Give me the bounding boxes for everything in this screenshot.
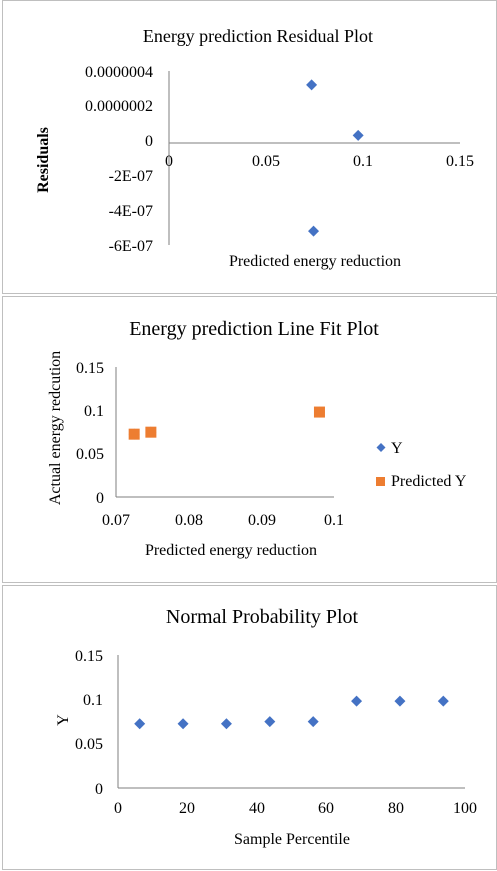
residual-plot-title: Energy prediction Residual Plot [143,26,373,46]
line-fit-plot: Energy prediction Line Fit Plot Predicte… [47,318,467,559]
data-point [308,225,320,237]
data-point [220,718,232,730]
normal-probability-plot-ylabel: Y [55,714,72,726]
x-tick-label: 60 [318,800,334,817]
residual-plot-x-tick-labels: 0 0.05 0.1 0.15 [165,153,474,170]
data-point [394,695,406,707]
data-point [145,426,157,438]
y-tick-label: 0.1 [83,692,103,709]
line-fit-plot-title: Energy prediction Line Fit Plot [129,318,379,340]
x-tick-label: 40 [249,800,265,817]
line-fit-plot-y-tick-labels: 0.15 0.1 0.05 0 [76,360,104,507]
x-tick-label: 0.1 [353,153,373,170]
normal-probability-plot-markers [134,695,449,730]
line-fit-plot-markers [128,406,325,440]
data-point [306,79,318,91]
normal-probability-plot: Normal Probability Plot Sample Percentil… [55,606,477,848]
x-tick-label: 0.15 [446,153,474,170]
data-point [264,716,276,728]
x-tick-label: 80 [388,800,404,817]
data-point [307,716,319,728]
x-tick-label: 0.07 [102,512,130,529]
line-fit-plot-legend: Y Predicted Y [376,440,467,490]
legend-label-y: Y [391,440,403,457]
y-tick-label: 0.05 [75,736,103,753]
legend-marker-predicted-y [376,477,385,486]
y-tick-label: -2E-07 [109,168,153,185]
y-tick-label: -6E-07 [109,238,153,255]
x-tick-label: 20 [179,800,195,817]
x-tick-label: 0.08 [175,512,203,529]
data-point [177,718,189,730]
data-point [134,718,146,730]
data-point [437,695,449,707]
x-tick-label: 0.1 [324,512,344,529]
y-tick-label: -4E-07 [109,203,153,220]
x-tick-label: 0 [165,153,173,170]
y-tick-label: 0 [145,133,153,150]
x-tick-label: 0.09 [248,512,276,529]
normal-probability-plot-y-tick-labels: 0.15 0.1 0.05 0 [75,648,103,798]
y-tick-label: 0.15 [76,360,104,377]
y-tick-label: 0 [96,490,104,507]
line-fit-plot-x-tick-labels: 0.07 0.08 0.09 0.1 [102,512,344,529]
line-fit-plot-xlabel: Predicted energy reduction [145,542,317,559]
residual-plot: Energy prediction Residual Plot Predicte… [35,26,474,270]
data-point [128,428,140,440]
panel-frame-normal [2,585,497,870]
residual-plot-ylabel: Residuals [35,127,52,193]
normal-probability-plot-xlabel: Sample Percentile [234,831,350,848]
y-tick-label: 0.0000004 [85,64,153,81]
legend-label-predicted-y: Predicted Y [391,473,467,490]
x-tick-label: 100 [453,800,477,817]
y-tick-label: 0.05 [76,446,104,463]
y-tick-label: 0.1 [84,403,104,420]
data-point [313,406,325,418]
y-tick-label: 0.15 [75,648,103,665]
y-tick-label: 0 [95,781,103,798]
x-tick-label: 0 [114,800,122,817]
line-fit-plot-ylabel: Actual energy redcution [47,351,64,505]
data-point [352,129,364,141]
legend-marker-y [376,443,386,452]
x-tick-label: 0.05 [252,153,280,170]
residual-plot-y-tick-labels: 0.0000004 0.0000002 0 -2E-07 -4E-07 -6E-… [85,64,153,255]
data-point [351,695,363,707]
normal-probability-plot-title: Normal Probability Plot [166,606,359,628]
residual-plot-markers [306,79,364,237]
y-tick-label: 0.0000002 [85,98,153,115]
residual-plot-xlabel: Predicted energy reduction [229,253,401,270]
normal-probability-plot-x-tick-labels: 0 20 40 60 80 100 [114,800,477,817]
